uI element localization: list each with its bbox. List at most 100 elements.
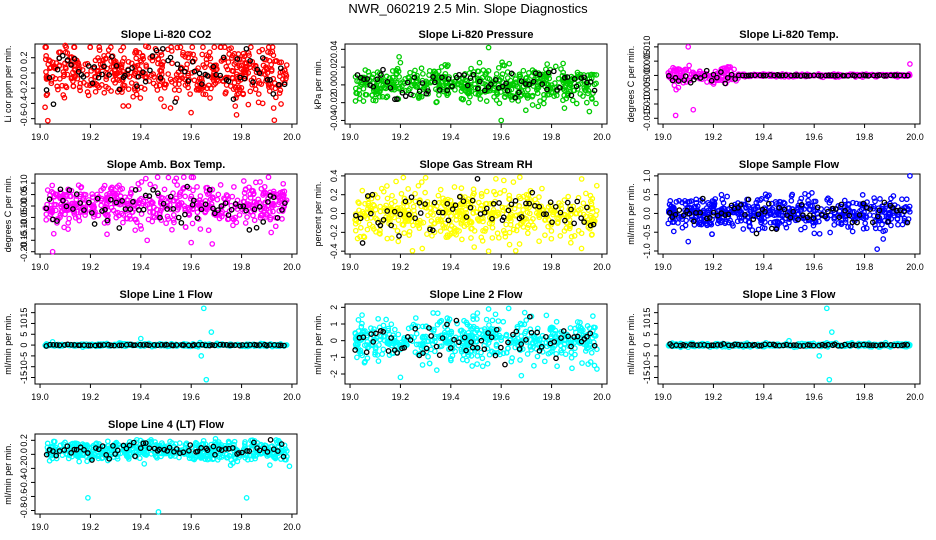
data-point — [408, 91, 414, 98]
x-tick-label: 19.6 — [182, 132, 200, 142]
x-tick-label: 19.0 — [31, 262, 49, 272]
data-point — [425, 353, 431, 360]
data-point — [203, 60, 210, 66]
data-point — [393, 178, 399, 185]
x-tick-label: 19.0 — [654, 262, 672, 272]
y-axis-label: degrees C per min. — [626, 46, 636, 123]
data-point — [901, 72, 908, 79]
data-point — [260, 219, 267, 225]
data-point — [392, 96, 398, 103]
data-point — [798, 226, 804, 233]
data-point — [240, 50, 247, 57]
data-point — [150, 71, 157, 78]
series-points — [665, 305, 913, 383]
x-tick-label: 19.8 — [543, 392, 561, 402]
data-point — [73, 196, 80, 203]
data-point — [268, 229, 275, 236]
y-tick-label: 10 — [19, 318, 29, 328]
data-point — [687, 79, 694, 86]
data-point — [278, 101, 284, 107]
data-point — [380, 346, 387, 353]
x-tick-label: 19.8 — [543, 262, 561, 272]
data-point — [588, 349, 595, 356]
data-point — [277, 87, 284, 94]
data-point — [245, 101, 252, 108]
data-point — [209, 241, 216, 247]
data-point — [191, 77, 198, 84]
data-point — [757, 72, 764, 79]
data-point — [217, 44, 224, 51]
data-point — [752, 72, 758, 79]
data-point — [281, 81, 288, 88]
data-point — [236, 212, 243, 218]
data-point — [565, 193, 572, 200]
data-point — [205, 53, 212, 60]
data-point — [165, 174, 172, 181]
data-point — [92, 57, 99, 64]
data-point — [512, 247, 519, 254]
data-point — [142, 175, 149, 182]
data-point — [165, 216, 172, 222]
data-point — [171, 219, 177, 226]
data-point — [125, 67, 131, 74]
y-tick-label: -0.5 — [642, 224, 652, 240]
data-point — [436, 87, 443, 93]
data-point — [156, 211, 163, 218]
data-point — [571, 76, 578, 82]
data-point — [500, 318, 507, 325]
y-tick-label: 5 — [19, 332, 29, 337]
series-points — [42, 174, 290, 255]
panel-3: Slope Li-820 Temp.19.0 19.2 19.4 19.6 19.8 20… — [626, 29, 924, 142]
data-point — [434, 310, 441, 317]
data-point — [156, 82, 163, 89]
data-point — [731, 66, 737, 73]
data-point — [512, 76, 519, 83]
x-tick-label: 19.6 — [182, 392, 200, 402]
data-point — [61, 94, 68, 101]
data-point — [430, 310, 436, 316]
data-point — [564, 74, 571, 80]
data-point — [899, 196, 905, 203]
data-point — [672, 74, 679, 81]
y-tick-label: -0.2 — [19, 80, 29, 96]
data-point — [241, 53, 248, 60]
data-point — [489, 317, 496, 324]
data-point — [132, 227, 139, 234]
data-point — [144, 237, 151, 244]
data-point — [256, 70, 263, 76]
y-axis-label: Li cor ppm per min. — [3, 45, 13, 122]
x-tick-label: 19.2 — [392, 262, 410, 272]
data-point — [188, 109, 194, 116]
y-tick-label: -1.0 — [642, 243, 652, 259]
data-point — [101, 89, 108, 96]
y-axis-label: ml/min per min. — [313, 313, 323, 375]
data-point — [223, 63, 230, 70]
data-point — [276, 90, 283, 96]
data-point — [522, 107, 529, 114]
data-point — [394, 96, 400, 103]
data-point — [189, 44, 196, 51]
data-point — [589, 96, 595, 102]
panel-title: Slope Line 1 Flow — [120, 289, 213, 301]
data-point — [172, 99, 178, 105]
panel-title: Slope Line 3 Flow — [743, 289, 836, 301]
data-point — [211, 62, 218, 69]
data-point — [434, 99, 440, 105]
data-point — [396, 233, 402, 239]
data-point — [767, 72, 774, 78]
data-point — [396, 53, 402, 60]
data-point — [568, 92, 575, 99]
data-point — [264, 76, 271, 83]
data-point — [352, 85, 359, 92]
data-point — [91, 204, 98, 211]
x-tick-label: 19.0 — [31, 392, 49, 402]
data-point — [545, 69, 552, 76]
data-point — [223, 89, 229, 96]
data-point — [101, 63, 107, 70]
data-point — [272, 85, 279, 92]
series-points — [42, 305, 290, 383]
data-point — [250, 79, 256, 85]
data-point — [578, 176, 585, 182]
data-point — [401, 230, 408, 236]
